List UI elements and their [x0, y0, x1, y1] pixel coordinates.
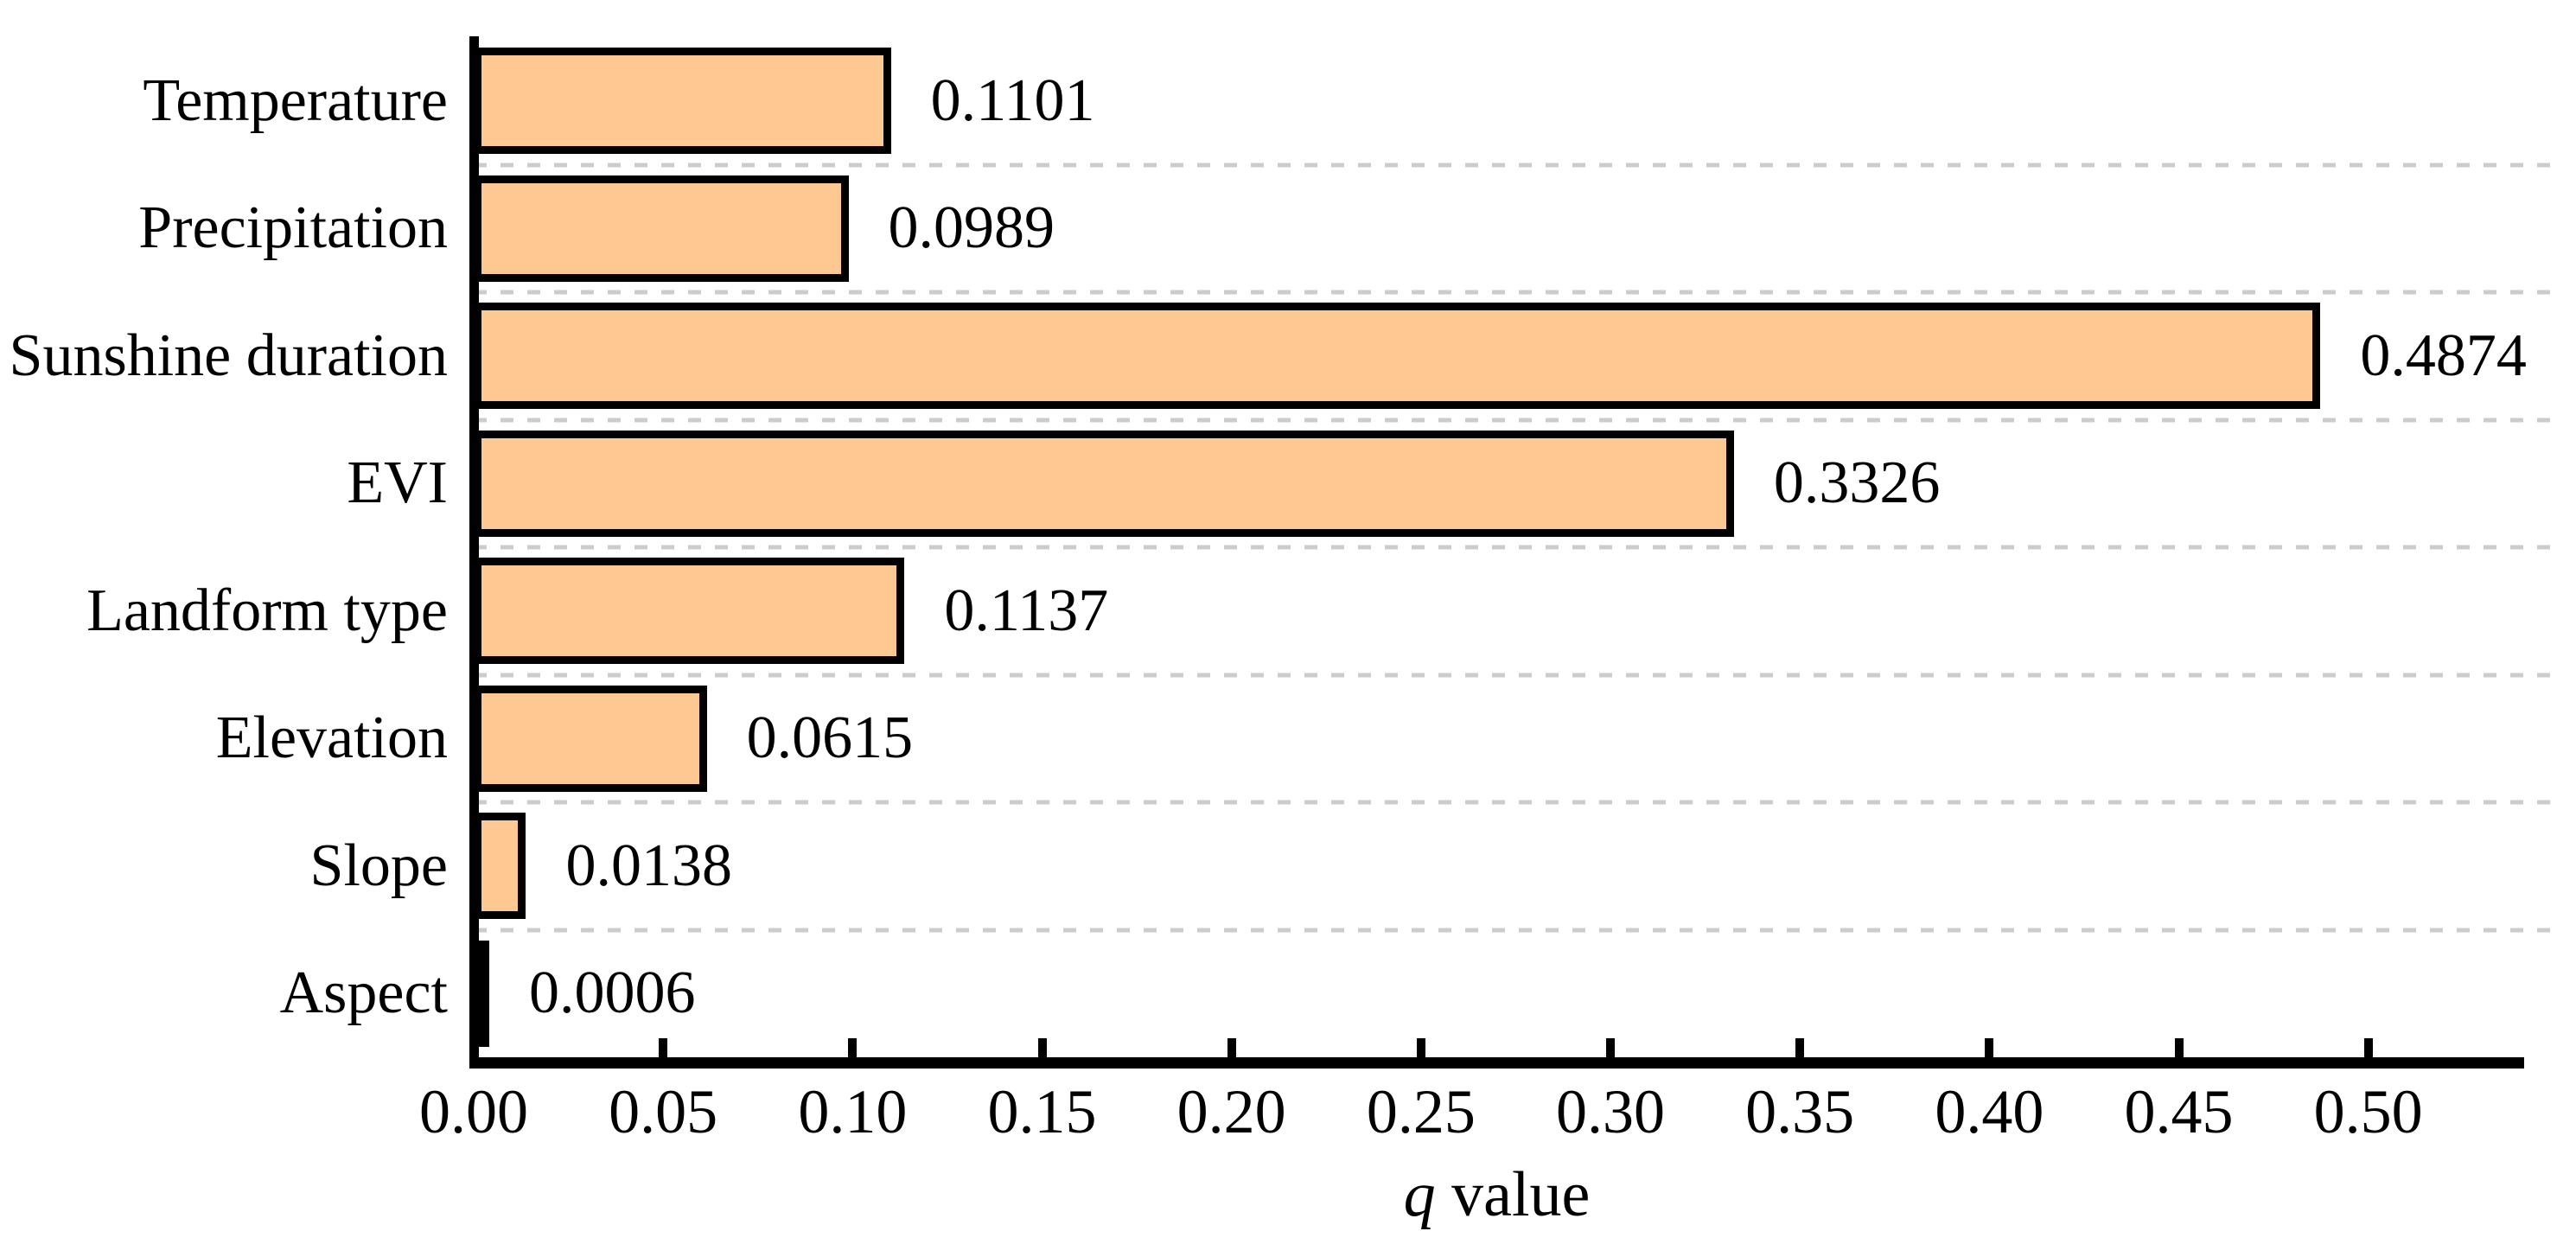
- tick-mark: [2174, 1038, 2184, 1057]
- tick-mark: [1227, 1038, 1236, 1057]
- tick-label: 0.05: [609, 1077, 718, 1146]
- x-axis-title-text: value: [1435, 1159, 1591, 1230]
- bar-row: 0.0138: [474, 802, 2520, 930]
- x-axis-ticks: [469, 1038, 2520, 1057]
- y-axis-line: [469, 36, 479, 1069]
- gridline: [474, 800, 2554, 805]
- tick-label: 0.45: [2124, 1077, 2234, 1146]
- bar-row: 0.0989: [474, 165, 2520, 293]
- tick-mark: [2363, 1038, 2373, 1057]
- category-label-evi: EVI: [347, 450, 448, 517]
- category-label-sunshine-duration: Sunshine duration: [9, 322, 448, 389]
- plot-area: 0.1101 0.0989 0.4874 0.3326 0.1137 0.061…: [474, 37, 2554, 1057]
- bar-slope: [474, 813, 526, 920]
- value-label: 0.0006: [529, 960, 696, 1027]
- bar-temperature: [474, 48, 891, 155]
- tick-label: 0.50: [2313, 1077, 2423, 1146]
- x-axis-line: [469, 1057, 2524, 1069]
- bar-evi: [474, 430, 1734, 537]
- gridline: [474, 928, 2554, 932]
- x-axis-tick-labels: 0.00 0.05 0.10 0.15 0.20 0.25 0.30 0.35 …: [419, 1077, 2520, 1146]
- bar-precipitation: [474, 175, 849, 282]
- value-label: 0.1101: [930, 67, 1095, 134]
- tick-mark: [1606, 1038, 1615, 1057]
- tick-label: 0.30: [1556, 1077, 1665, 1146]
- category-label-elevation: Elevation: [215, 705, 448, 772]
- category-label-slope: Slope: [309, 832, 448, 899]
- category-label-precipitation: Precipitation: [138, 195, 448, 262]
- x-axis-title: q value: [474, 1163, 2520, 1227]
- category-axis: Temperature Precipitation Sunshine durat…: [0, 37, 448, 1057]
- tick-label: 0.25: [1366, 1077, 1476, 1146]
- category-label-temperature: Temperature: [143, 67, 448, 134]
- gridline: [474, 163, 2554, 167]
- tick-mark: [1416, 1038, 1425, 1057]
- tick-label: 0.20: [1176, 1077, 1286, 1146]
- tick-mark: [469, 1038, 478, 1057]
- gridline: [474, 290, 2554, 295]
- category-label-aspect: Aspect: [279, 960, 448, 1027]
- bar-row: 0.3326: [474, 420, 2520, 548]
- tick-mark: [1985, 1038, 1994, 1057]
- gridline: [474, 418, 2554, 422]
- bar-row: 0.1101: [474, 37, 2520, 165]
- value-label: 0.0138: [565, 832, 732, 899]
- tick-label: 0.10: [798, 1077, 908, 1146]
- tick-mark: [659, 1038, 668, 1057]
- tick-mark: [848, 1038, 858, 1057]
- tick-mark: [1795, 1038, 1805, 1057]
- gridline: [474, 545, 2554, 550]
- tick-label: 0.15: [987, 1077, 1097, 1146]
- gridline: [474, 673, 2554, 677]
- category-label-landform-type: Landform type: [86, 577, 448, 644]
- tick-label: 0.35: [1745, 1077, 1855, 1146]
- value-label: 0.3326: [1773, 450, 1941, 517]
- tick-mark: [1037, 1038, 1047, 1057]
- value-label: 0.0615: [746, 705, 914, 772]
- bar-landform-type: [474, 558, 905, 665]
- tick-label: 0.00: [419, 1077, 528, 1146]
- value-label: 0.4874: [2360, 322, 2527, 389]
- bar-sunshine-duration: [474, 303, 2321, 410]
- value-label: 0.0989: [888, 195, 1055, 262]
- tick-label: 0.40: [1935, 1077, 2044, 1146]
- bar-row: 0.0615: [474, 675, 2520, 803]
- bar-row: 0.4874: [474, 292, 2527, 420]
- x-axis-title-italic-q: q: [1403, 1159, 1436, 1230]
- value-label: 0.1137: [944, 577, 1109, 644]
- bar-elevation: [474, 685, 707, 792]
- bar-row: 0.1137: [474, 547, 2520, 675]
